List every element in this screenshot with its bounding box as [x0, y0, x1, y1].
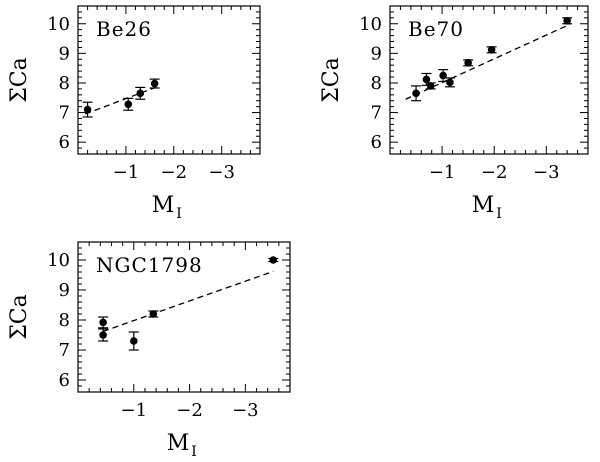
data-point [269, 256, 278, 264]
y-axis-label: ΣCa [7, 294, 32, 340]
y-tick-label: 9 [59, 280, 70, 301]
chart-panel-1: 6 7 8 9 10 −1 −2 −3 M I ΣCa Be70 [319, 5, 589, 222]
x-tick-label: −2 [161, 162, 188, 183]
data-point [426, 82, 435, 90]
x-tick-label: −1 [429, 162, 456, 183]
data-point [99, 318, 107, 327]
x-axis-label-subscript: I [176, 206, 182, 222]
y-tick-label: 8 [59, 310, 70, 331]
plot-frame [77, 241, 291, 393]
chart-panel-0: 6 7 8 9 10 −1 −2 −3 M I ΣCa Be26 [7, 5, 261, 222]
data-point [563, 17, 571, 25]
fit-line [102, 270, 274, 333]
data-point [83, 105, 92, 114]
x-axis-label: M [472, 193, 495, 218]
data-point [487, 46, 496, 54]
y-tick-label: 10 [359, 14, 382, 35]
x-axis-label-subscript: I [191, 444, 197, 460]
x-axis-label-subscript: I [496, 206, 502, 222]
data-point [136, 89, 145, 98]
y-tick-label: 6 [59, 132, 70, 153]
y-tick-label: 9 [59, 43, 70, 64]
data-point [149, 310, 158, 318]
data-point [422, 75, 431, 84]
y-tick-label: 9 [371, 43, 382, 64]
x-tick-label: −3 [232, 400, 259, 421]
y-tick-label: 8 [59, 73, 70, 94]
y-axis-label: ΣCa [7, 57, 32, 103]
plot-frame [77, 5, 261, 155]
data-point [99, 331, 107, 339]
y-tick-label: 7 [59, 340, 70, 361]
panel-title: NGC1798 [96, 253, 203, 277]
data-point [412, 89, 420, 98]
data-point [150, 79, 159, 88]
y-tick-label: 7 [59, 103, 70, 124]
y-tick-label: 10 [47, 14, 70, 35]
x-tick-label: −2 [481, 162, 508, 183]
panel-title: Be70 [408, 17, 464, 41]
data-point [129, 337, 138, 345]
y-axis-label: ΣCa [319, 57, 344, 103]
fit-line [84, 85, 160, 115]
x-tick-label: −2 [176, 400, 203, 421]
x-axis-label: M [152, 193, 175, 218]
y-tick-label: 7 [371, 103, 382, 124]
data-point [446, 78, 454, 87]
panel-title: Be26 [96, 17, 152, 41]
chart-panel-2: 6 7 8 9 10 −1 −2 −3 M I ΣCa NGC1798 [7, 241, 291, 460]
y-tick-label: 6 [59, 370, 70, 391]
y-tick-label: 6 [371, 132, 382, 153]
y-tick-label: 8 [371, 73, 382, 94]
x-tick-label: −3 [208, 162, 235, 183]
data-point [464, 59, 472, 67]
x-tick-label: −1 [113, 162, 140, 183]
plot-frame [389, 5, 589, 155]
x-tick-label: −3 [533, 162, 560, 183]
x-tick-label: −1 [121, 400, 148, 421]
y-tick-label: 10 [47, 250, 70, 271]
x-axis-label: M [167, 431, 190, 456]
data-point [124, 100, 133, 109]
